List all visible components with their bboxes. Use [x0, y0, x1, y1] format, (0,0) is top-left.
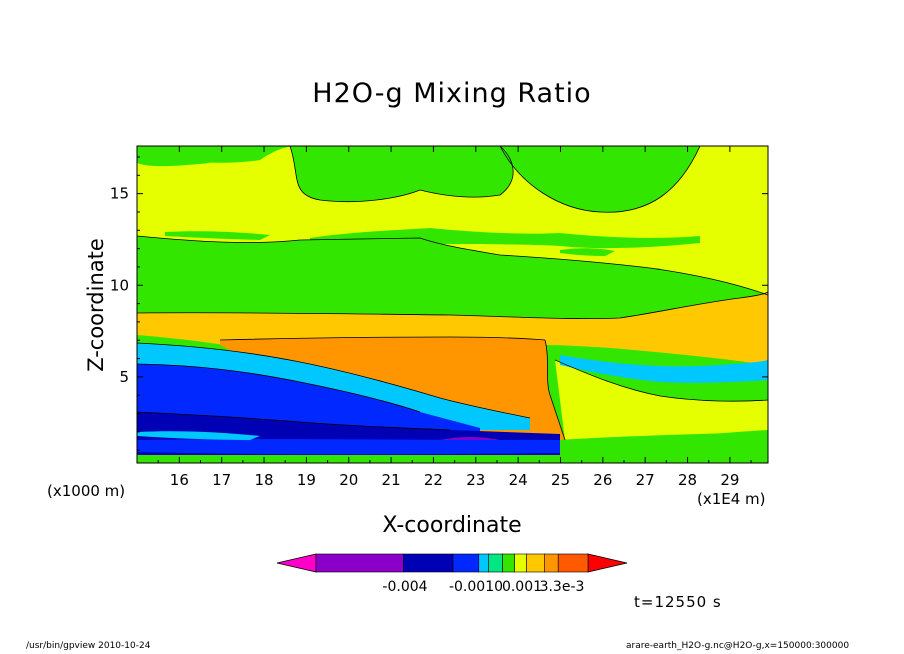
- band-green-strip-1: [310, 228, 700, 249]
- contour-line-4: [137, 363, 421, 413]
- band-cyan-surface: [137, 431, 260, 440]
- band-green-pocket-3: [137, 148, 232, 167]
- contour-line-3: [137, 342, 531, 419]
- y-tick-label: 5: [119, 368, 129, 386]
- colorbar-segment: [557, 553, 589, 573]
- footer-right: arare-earth_H2O-g.nc@H2O-g,x=150000:3000…: [626, 641, 850, 651]
- x-tick-label: 16: [170, 471, 189, 489]
- x-tick-label: 20: [339, 471, 358, 489]
- contour-lines: [137, 146, 768, 441]
- footer-left: /usr/bin/gpview 2010-10-24: [26, 641, 151, 651]
- y-tick-label: 10: [110, 276, 129, 294]
- x-tick-label: 26: [593, 471, 612, 489]
- x-tick-label: 17: [212, 471, 231, 489]
- contour-line-7: [137, 411, 451, 431]
- contour-line-6: [554, 359, 768, 402]
- colorbar-extend-left: [276, 553, 317, 573]
- x-tick-label: 21: [382, 471, 401, 489]
- contour-line-8: [137, 235, 768, 296]
- axes-group: 16 17 18 19 20 21 22 23 24 25 26 27 28 29 5 10 15: [110, 146, 768, 489]
- x-tick-label: 24: [509, 471, 528, 489]
- colorbar-segment: [478, 553, 490, 573]
- x-tick-label: 25: [551, 471, 570, 489]
- band-yellow-mid: [555, 360, 768, 440]
- chart-title: H2O-g Mixing Ratio: [312, 78, 592, 109]
- y-axis-label: Z-coordinate: [84, 238, 108, 372]
- colorbar-segment: [526, 553, 545, 573]
- colorbar-extend-right: [587, 553, 628, 573]
- band-green-dot-1: [176, 261, 188, 267]
- band-green-pocket-2: [500, 146, 700, 213]
- contour-fill-group: [137, 146, 768, 463]
- colorbar-segment: [488, 553, 503, 573]
- band-green-strip-4: [560, 248, 615, 256]
- band-green-pocket-1: [290, 146, 514, 202]
- colorbar-segment: [403, 553, 454, 573]
- x-tick-label: 19: [297, 471, 316, 489]
- colorbar-segment: [514, 553, 527, 573]
- band-blue-surface: [137, 439, 640, 455]
- contour-line-5: [544, 339, 566, 441]
- contour-line-1: [137, 291, 768, 320]
- x-axis-label: X-coordinate: [382, 513, 522, 538]
- x-tick-label: 23: [466, 471, 485, 489]
- x-tick-label: 27: [636, 471, 655, 489]
- x-tick-label: 18: [255, 471, 274, 489]
- plot-frame: [136, 145, 769, 464]
- colorbar-tick-label: -0.004: [382, 579, 427, 595]
- contour-line-2: [219, 336, 546, 341]
- x-unit-label: (x1E4 m): [697, 490, 766, 508]
- band-green-surface: [560, 432, 768, 463]
- colorbar-tick-label: 3.3e-3: [540, 579, 585, 595]
- colorbar-segment: [452, 553, 480, 573]
- z-unit-label: (x1000 m): [47, 482, 126, 500]
- colorbar-segment: [315, 553, 404, 573]
- x-tick-label: 29: [720, 471, 739, 489]
- time-label: t=12550 s: [634, 593, 722, 611]
- x-tick-label: 28: [678, 471, 697, 489]
- contour-line-10: [499, 146, 701, 213]
- band-cyan-right: [560, 355, 768, 383]
- contour-line-9: [289, 146, 514, 203]
- colorbar-tick-label: 0.001: [502, 579, 542, 595]
- x-tick-label: 22: [424, 471, 443, 489]
- y-tick-label: 15: [110, 185, 129, 203]
- colorbar-segment: [544, 553, 559, 573]
- colorbar-tick-label: -0.0010: [449, 579, 503, 595]
- band-green-strip-2: [165, 231, 270, 240]
- band-green-strip-3: [210, 246, 255, 252]
- colorbar-segment: [502, 553, 515, 573]
